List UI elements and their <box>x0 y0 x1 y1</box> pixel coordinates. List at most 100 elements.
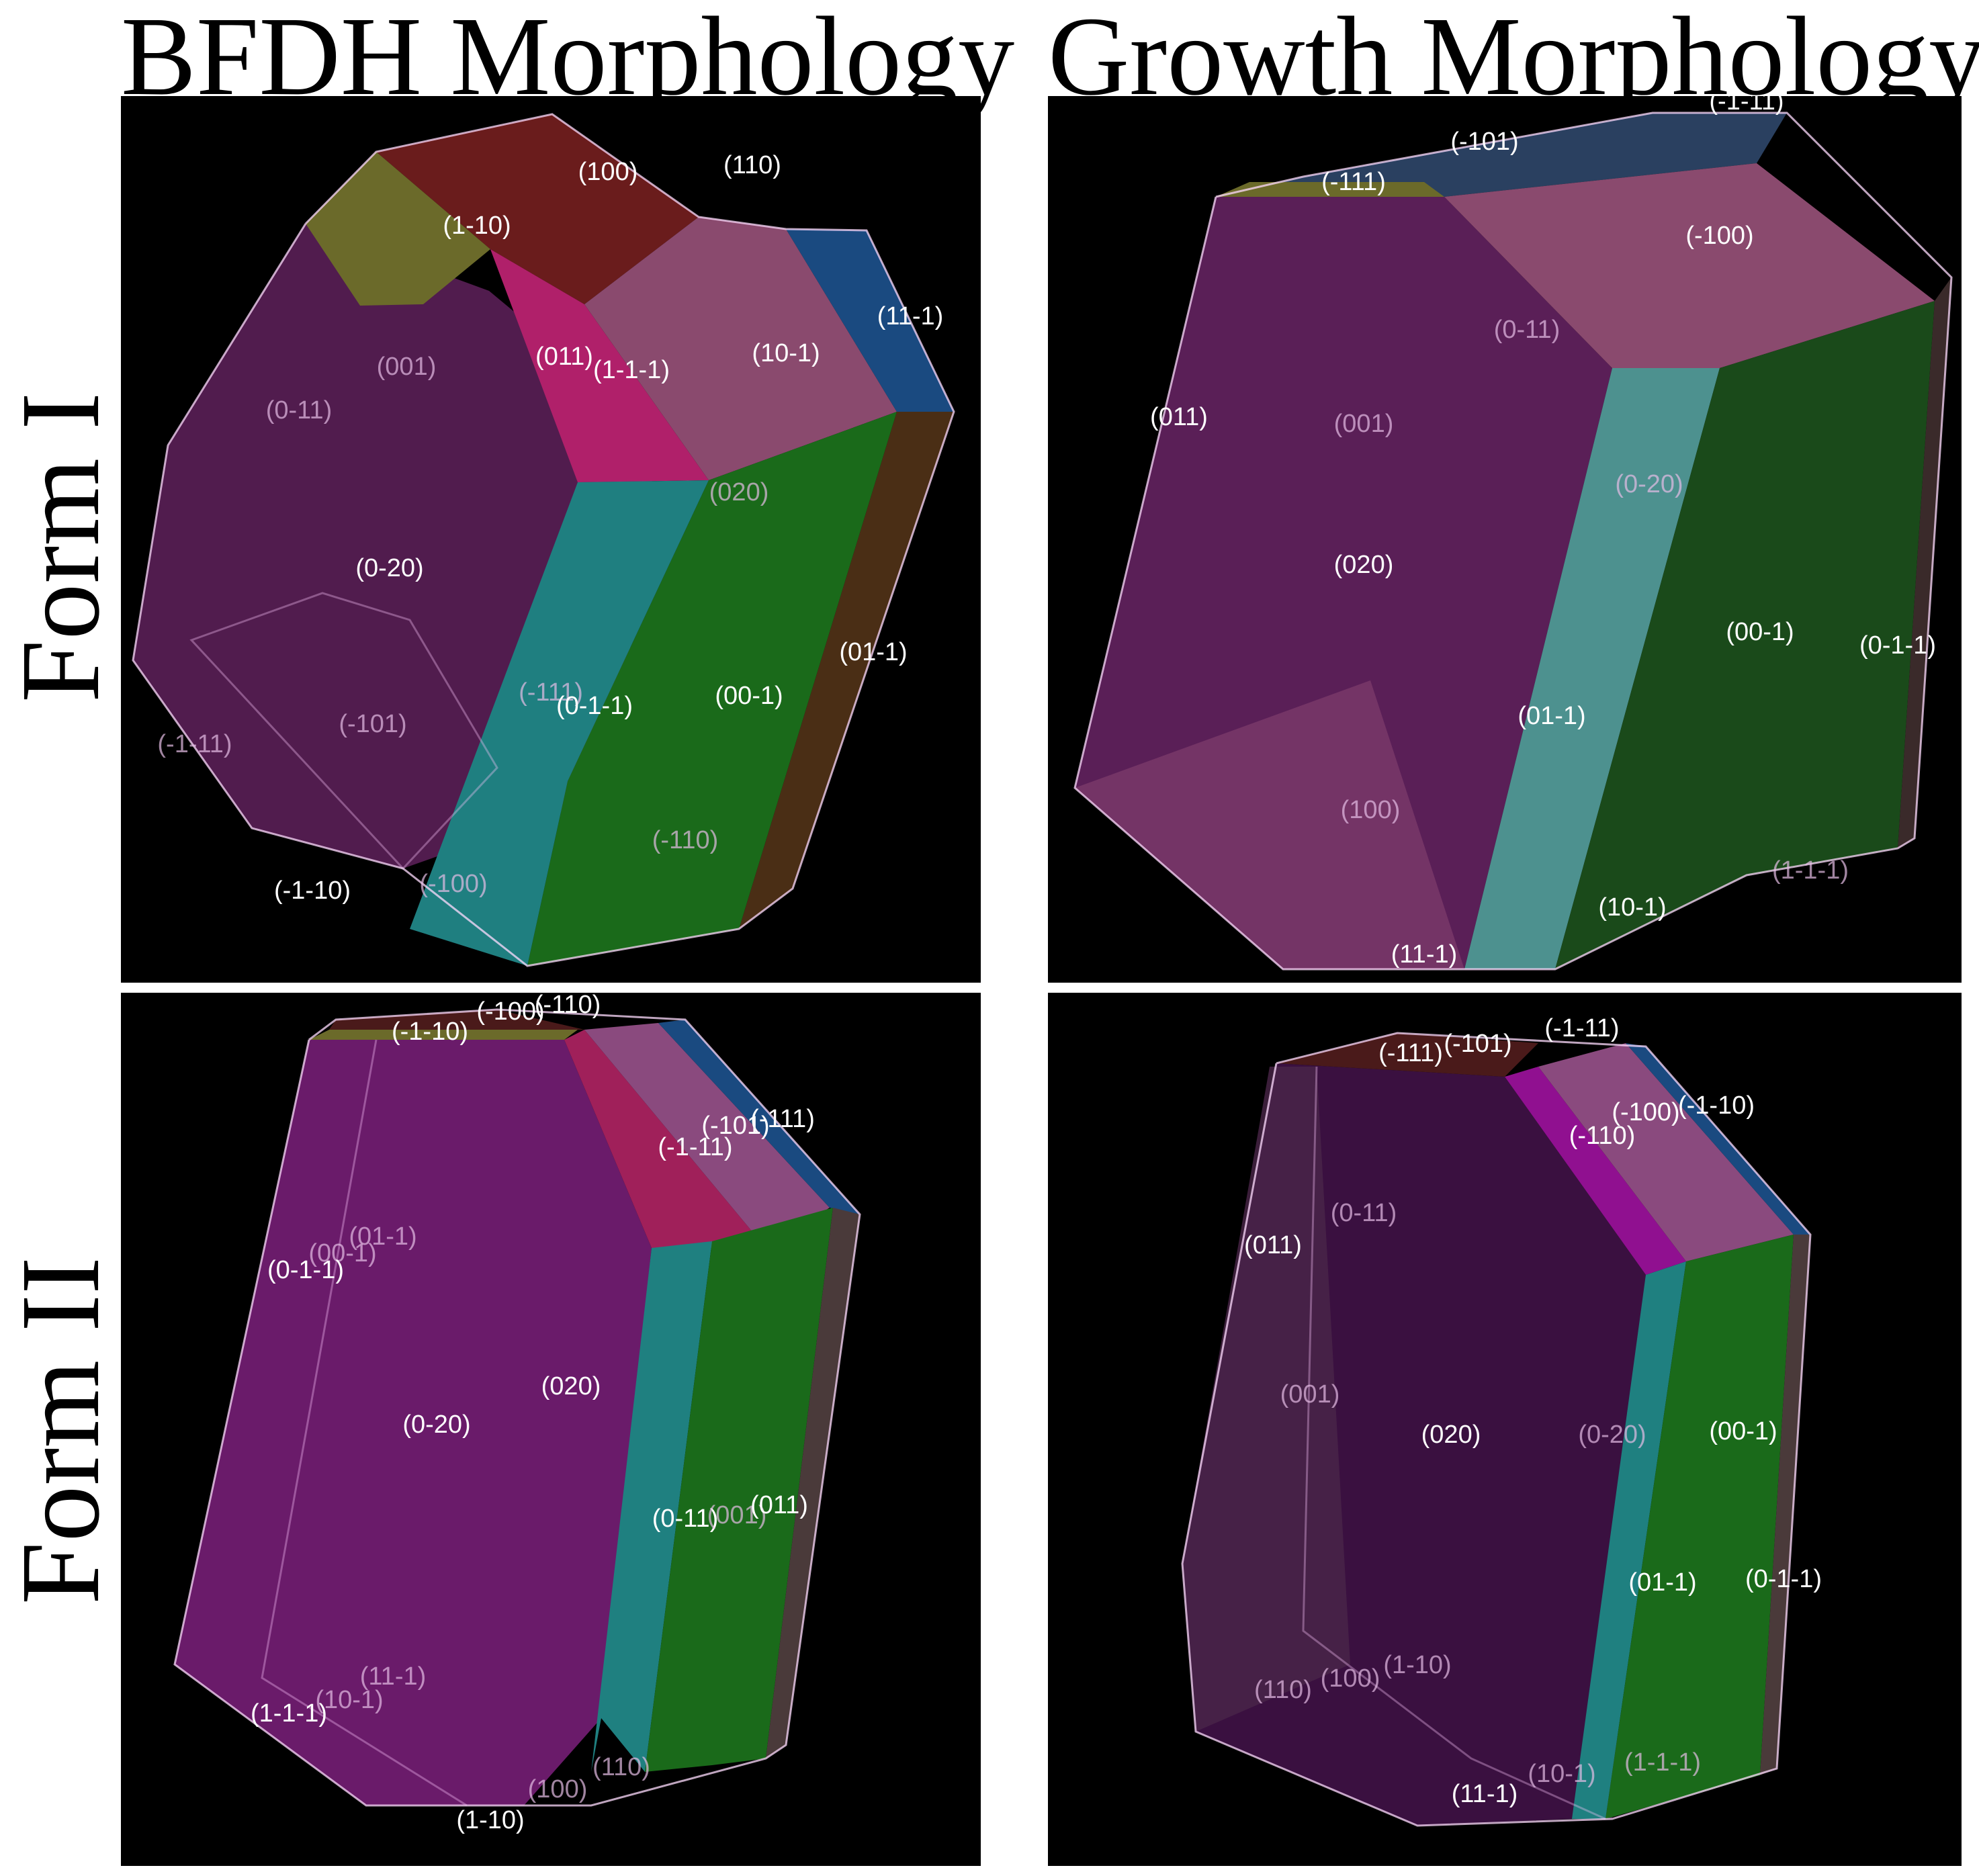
crystal-bfdh-form2: (-100)(-110) (-1-10) (-101)(-111) (-1-11) (0… <box>173 993 861 1834</box>
face-label: (0-1-1) <box>267 1256 344 1284</box>
face-red-top <box>1276 1033 1538 1077</box>
face-olive-1-10 <box>306 152 490 306</box>
face-label: (001) <box>1280 1380 1340 1409</box>
face-label: (10-1) <box>1528 1760 1595 1788</box>
face-label: (1-10) <box>443 212 511 240</box>
face-hotpink-011 <box>490 249 709 482</box>
face-label: (001) <box>1334 410 1394 438</box>
row-title-form1: Form I <box>0 392 123 703</box>
face-olive-top <box>309 1030 578 1040</box>
face-brown-edge <box>1760 1235 1810 1775</box>
face-green-side <box>645 1208 833 1772</box>
face-label: (110) <box>592 1753 650 1781</box>
face-label: (0-11) <box>266 396 333 425</box>
face-label: (020) <box>1421 1421 1481 1449</box>
face-label: (1-1-1) <box>593 356 670 384</box>
crystal-growth-form2: (-1-11) (-101)(-111) (-100)(-1-10) (-110) (0… <box>1181 1014 1822 1827</box>
face-label: (001) <box>707 1501 767 1529</box>
face-label: (011) <box>1150 403 1208 431</box>
face-label: (00-1) <box>308 1239 376 1267</box>
face-label: (-101) <box>701 1112 769 1140</box>
face-label: (-100) <box>419 870 487 898</box>
face-label: (1-1-1) <box>1772 856 1849 885</box>
face-label: (-1-11) <box>1544 1014 1619 1042</box>
face-label: (001) <box>377 353 437 381</box>
face-red-100 <box>376 114 699 304</box>
face-label: (100) <box>578 158 638 186</box>
face-label: (-110) <box>652 826 719 854</box>
face-label: (100) <box>1321 1664 1380 1693</box>
face-label: (0-11) <box>652 1505 719 1533</box>
face-label: (020) <box>541 1372 601 1400</box>
face-label: (01-1) <box>839 638 907 666</box>
face-label: (011) <box>535 343 593 371</box>
face-label: (020) <box>1334 551 1394 579</box>
face-label: (10-1) <box>315 1686 383 1714</box>
face-label: (-1-10) <box>392 1018 468 1046</box>
edge-back <box>261 1039 468 1807</box>
face-olive-top <box>1216 182 1444 197</box>
face-label: (100) <box>528 1775 588 1803</box>
face-label: (-101) <box>339 710 406 738</box>
edge-outline <box>1181 1032 1812 1827</box>
face-brown-01-1 <box>739 412 954 929</box>
face-label: (1-10) <box>456 1806 524 1834</box>
face-red-top <box>329 1010 584 1030</box>
face-label: (-100) <box>1612 1098 1679 1126</box>
face-cyan-01-1 <box>1464 368 1720 969</box>
face-label: (00-1) <box>715 682 783 710</box>
face-label: (1-1-1) <box>1624 1748 1701 1777</box>
face-label: (11-1) <box>1391 940 1458 969</box>
face-label: (-110) <box>535 993 601 1019</box>
face-cyan-0-1-1 <box>410 480 709 966</box>
face-label: (0-20) <box>1578 1421 1646 1449</box>
face-green-00-1 <box>527 412 897 966</box>
edge-back <box>1302 1066 1606 1820</box>
face-brown-edge <box>766 1208 860 1758</box>
face-label: (-1-11) <box>1709 96 1784 116</box>
column-title-bfdh: BFDH Morphology <box>121 0 1015 119</box>
face-green-side <box>1606 1235 1794 1819</box>
face-label: (11-1) <box>877 302 944 330</box>
face-pink-100-top <box>1444 163 1935 368</box>
face-blue-side <box>1626 1043 1810 1235</box>
face-label: (-1-10) <box>1678 1091 1755 1120</box>
face-0-20 <box>175 1040 652 1805</box>
face-cyan-side <box>1572 1261 1686 1819</box>
face-label: (01-1) <box>1518 702 1585 730</box>
face-label: (0-11) <box>1331 1199 1397 1227</box>
face-label: (-101) <box>1444 1030 1511 1058</box>
face-pink-100 <box>1075 680 1464 969</box>
face-label: (0-20) <box>402 1411 470 1439</box>
face-label: (0-20) <box>1615 470 1683 498</box>
face-blue-11-1 <box>786 229 954 412</box>
face-label: (-101) <box>1450 128 1518 156</box>
panel-bfdh-form1: (100) (110) (1-10) (11-1) (011) (1-1-1) (10-1)… <box>121 96 981 983</box>
face-label: (-110) <box>1569 1122 1636 1150</box>
face-label: (0-1-1) <box>556 692 633 720</box>
face-label: (1-1-1) <box>251 1699 327 1728</box>
edge-outline <box>132 113 955 967</box>
edge-outline <box>173 1008 861 1807</box>
face-label: (10-1) <box>1598 893 1666 922</box>
face-label: (11-1) <box>1452 1780 1518 1808</box>
face-brown-0-1-1 <box>1898 277 1951 848</box>
face-label: (110) <box>723 151 781 179</box>
face-label: (00-1) <box>1709 1417 1777 1445</box>
face-label: (-100) <box>1685 222 1753 250</box>
panel-growth-form1: (-1-11) (-101) (-111) (-100) (0-11) (011) (001… <box>1048 96 1962 983</box>
edge-outline <box>1073 111 1953 971</box>
face-label: (-1-10) <box>274 877 351 905</box>
face-magenta-side <box>1505 1067 1686 1275</box>
face-label: (-1-11) <box>658 1133 732 1161</box>
face-label: (0-11) <box>1494 316 1560 344</box>
face-pink-10-1 <box>584 217 897 480</box>
face-label: (-1-11) <box>157 730 232 758</box>
face-label: (-111) <box>750 1105 815 1133</box>
face-label: (0-20) <box>355 554 423 582</box>
face-label: (01-1) <box>349 1222 416 1251</box>
face-back-outline <box>189 592 498 870</box>
face-label: (1-10) <box>1383 1651 1451 1679</box>
face-cyan-side <box>591 1241 712 1772</box>
face-top-bluegrey <box>1216 113 1787 197</box>
